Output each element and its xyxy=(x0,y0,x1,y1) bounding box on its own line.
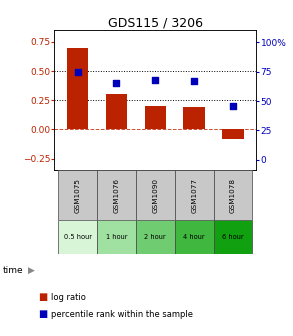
Text: GSM1075: GSM1075 xyxy=(74,178,81,213)
Bar xyxy=(106,94,127,129)
Point xyxy=(75,69,80,74)
Bar xyxy=(136,220,175,254)
Bar xyxy=(214,220,253,254)
Bar xyxy=(97,170,136,220)
Text: percentile rank within the sample: percentile rank within the sample xyxy=(51,310,193,319)
Bar xyxy=(175,170,214,220)
Text: time: time xyxy=(3,266,23,275)
Text: 1 hour: 1 hour xyxy=(106,234,127,240)
Bar xyxy=(214,170,253,220)
Point xyxy=(192,78,197,84)
Text: GSM1077: GSM1077 xyxy=(191,178,197,213)
Title: GDS115 / 3206: GDS115 / 3206 xyxy=(108,16,203,29)
Text: 6 hour: 6 hour xyxy=(222,234,244,240)
Point xyxy=(153,77,158,82)
Point xyxy=(231,103,235,109)
Bar xyxy=(136,170,175,220)
Text: GSM1076: GSM1076 xyxy=(113,178,120,213)
Bar xyxy=(97,220,136,254)
Bar xyxy=(175,220,214,254)
Bar xyxy=(67,48,88,129)
Text: ■: ■ xyxy=(38,292,47,302)
Text: GSM1090: GSM1090 xyxy=(152,178,158,213)
Text: 2 hour: 2 hour xyxy=(144,234,166,240)
Text: 0.5 hour: 0.5 hour xyxy=(64,234,91,240)
Bar xyxy=(222,129,244,139)
Bar xyxy=(145,106,166,129)
Bar xyxy=(58,220,97,254)
Bar xyxy=(58,170,97,220)
Point xyxy=(114,81,119,86)
Bar xyxy=(183,107,205,129)
Text: GSM1078: GSM1078 xyxy=(230,178,236,213)
Text: ▶: ▶ xyxy=(28,266,35,275)
Text: 4 hour: 4 hour xyxy=(183,234,205,240)
Text: ■: ■ xyxy=(38,309,47,319)
Text: log ratio: log ratio xyxy=(51,293,86,302)
